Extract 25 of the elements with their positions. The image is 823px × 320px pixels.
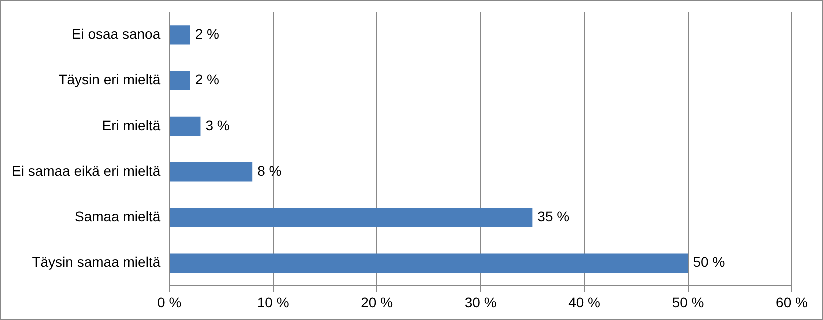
y-tick-label: Täysin samaa mieltä (32, 254, 161, 270)
x-tick-label: 40 % (568, 294, 600, 310)
bar (170, 116, 201, 136)
y-tick-label: Ei osaa sanoa (72, 26, 161, 42)
data-label: 3 % (206, 117, 230, 134)
data-label: 35 % (538, 208, 570, 225)
x-tick-label: 20 % (361, 294, 394, 310)
x-tick-label: 60 % (776, 294, 808, 310)
y-tick-label: Eri mieltä (102, 117, 161, 134)
x-tick-label: 30 % (464, 294, 497, 310)
y-tick-label: Ei samaa eikä eri mieltä (12, 162, 161, 179)
bar (170, 254, 688, 273)
data-label: 2 % (195, 26, 220, 42)
y-tick-label: Samaa mieltä (75, 208, 161, 225)
bar (170, 26, 190, 45)
bar (170, 208, 533, 228)
x-tick-label: 10 % (257, 294, 290, 310)
bar (170, 71, 190, 90)
data-label: 50 % (693, 254, 726, 270)
y-tick-label: Täysin eri mieltä (58, 72, 161, 88)
x-tick-label: 0 % (158, 294, 182, 310)
x-tick-label: 50 % (672, 294, 704, 310)
data-label: 8 % (258, 162, 282, 179)
data-label: 2 % (195, 72, 220, 88)
bar (170, 162, 253, 182)
